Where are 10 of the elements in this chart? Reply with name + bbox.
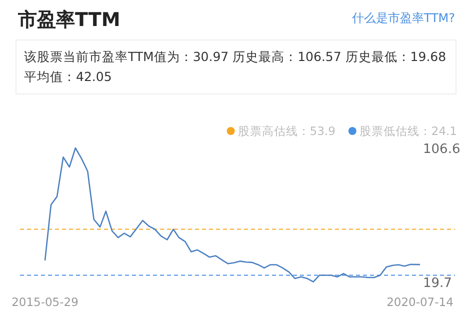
y-tick-label: 19.7: [423, 276, 452, 291]
chart-title: 市盈率TTM: [17, 9, 120, 31]
y-tick-label: 106.6: [423, 142, 460, 157]
chart-subtitle: 该股票当前市盈率TTM值为：30.97 历史最高：106.57 历史最低：19.68 平均值：42.05: [24, 49, 446, 84]
line-series: [44, 147, 421, 282]
x-tick-label: 2020-07-14: [386, 295, 454, 309]
x-tick-label: 2015-05-29: [12, 295, 78, 309]
legend-label: 股票高估线：53.9: [238, 124, 336, 138]
text: 什么是市盈率TTM?: [350, 11, 455, 25]
legend-label: 股票低估线：24.1: [359, 124, 457, 138]
